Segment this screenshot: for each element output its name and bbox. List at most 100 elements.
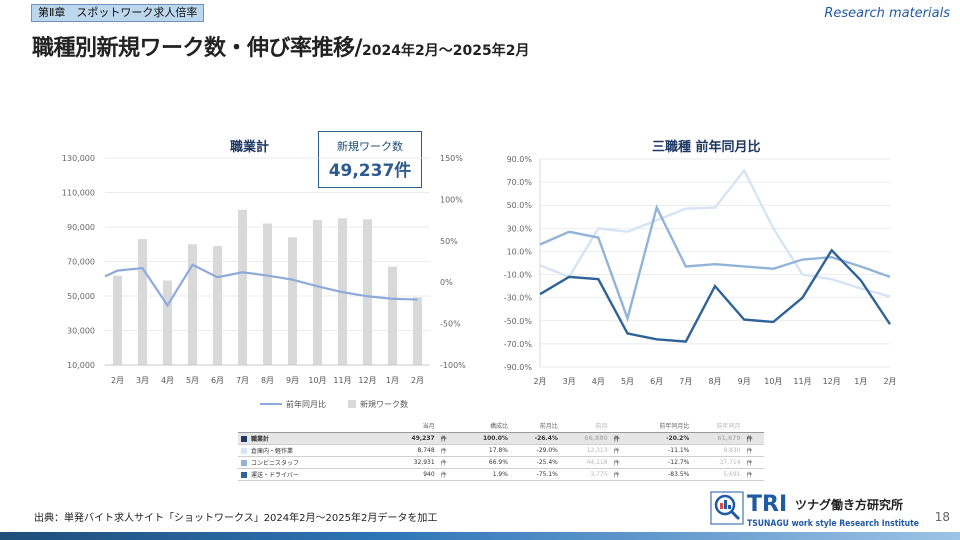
yoy-line: [104, 263, 418, 308]
x-tick-label: 9月: [738, 377, 751, 386]
y-tick-label: -90.0%: [504, 363, 533, 372]
cell-unit: 件: [743, 432, 764, 444]
cell-current: 8,748: [417, 446, 435, 454]
table-header: 前月比: [510, 420, 561, 433]
y-tick-label-left: 30,000: [67, 327, 95, 336]
name: 職業計: [238, 432, 388, 444]
x-tick-label: 2月: [883, 377, 896, 386]
cell-prev-month: 12,313: [586, 446, 608, 454]
x-tick-label: 3月: [563, 377, 576, 386]
logo-main: TRI: [747, 492, 787, 517]
row-label: コンビニスタッフ: [251, 459, 300, 467]
cell-last-year: 9,830: [723, 446, 741, 454]
kpi-label: 新規ワーク数: [337, 140, 403, 153]
cell-unit: 件: [440, 459, 447, 467]
cell-prev-month: 66,880: [560, 432, 611, 444]
cell-unit: 件: [440, 447, 447, 455]
cell-mom: -25.4%: [536, 458, 558, 466]
row-color-swatch: [241, 471, 247, 478]
logo-jp: ツナグ働き方研究所: [795, 497, 903, 512]
name: 倉庫内・軽作業: [238, 444, 388, 456]
cell-current: 49,237: [388, 432, 438, 444]
y-tick-label-left: 10,000: [67, 361, 95, 370]
table-header: 前年同月比: [631, 420, 693, 433]
series-line-1: [539, 168, 891, 298]
x-tick-label: 11月: [333, 376, 351, 385]
title-period: 2024年2月～2025年2月: [362, 43, 530, 59]
x-tick-label: 1月: [386, 376, 399, 385]
bar: [413, 297, 422, 365]
y-tick-label-right: -100%: [440, 361, 466, 370]
cell-unit: 件: [746, 447, 753, 455]
logo-en: TSUNAGU work style Research Institute: [747, 519, 919, 529]
bar: [363, 219, 372, 365]
x-tick-label: 2月: [533, 377, 546, 386]
chart-three-jobs: 90.0% 70.0% 50.0% 30.0% 10.0% -10.0% -30.0% -50…: [504, 155, 897, 386]
cell-prev-month: 44,118: [586, 458, 608, 466]
table-header: 当月: [388, 420, 438, 433]
source-note: 出典：単発バイト求人サイト「ショットワークス」2024年2月～2025年2月デー…: [34, 513, 438, 524]
page-title: 職種別新規ワーク数・伸び率推移/2024年2月～2025年2月: [32, 30, 529, 62]
series-line-3: [539, 248, 891, 343]
series-line-2: [539, 204, 891, 323]
table-header: [610, 420, 632, 433]
cell-unit: 件: [746, 459, 753, 467]
cell-yoy: -11.1%: [668, 446, 690, 454]
y-tick-label-right: 100%: [440, 195, 463, 204]
row-color-swatch: [241, 459, 247, 466]
x-tick-label: 8月: [708, 377, 721, 386]
y-tick-label: -70.0%: [504, 340, 533, 349]
cell-mom: -75.1%: [536, 470, 558, 478]
chart1-title: 職業計: [230, 140, 270, 155]
cell-current: 32,931: [413, 458, 435, 466]
row-label: 職業計: [251, 435, 270, 443]
y-tick-label: 50.0%: [507, 201, 533, 210]
table-header: 前月: [560, 420, 611, 433]
y-tick-label-left: 50,000: [67, 292, 95, 301]
x-tick-label: 6月: [650, 377, 663, 386]
bar: [263, 223, 272, 365]
cell-yoy: -12.7%: [668, 458, 690, 466]
legend-item: 新規ワーク数: [360, 399, 408, 409]
x-tick-label: 7月: [236, 376, 249, 385]
cell-unit: 件: [746, 471, 753, 479]
magnifier-icon: [710, 491, 744, 525]
cell-share: 1.9%: [492, 470, 508, 478]
y-tick-label-right: -50%: [440, 320, 461, 329]
cell-mom: -29.0%: [536, 446, 558, 454]
bar: [138, 239, 147, 365]
y-tick-label-right: 150%: [440, 154, 463, 163]
y-tick-label-right: 50%: [440, 237, 458, 246]
cell-last-year: 37,714: [719, 458, 741, 466]
cell-share: 100.0%: [458, 432, 511, 444]
name: コンビニスタッフ: [238, 456, 388, 468]
bar: [163, 280, 172, 365]
x-tick-label: 10月: [308, 376, 326, 385]
legend-item: 前年同月比: [286, 399, 326, 409]
y-tick-label: -10.0%: [504, 271, 533, 280]
summary-table: 当月 構成比 前月比 前月 前年同月比 前年同月 職業計 49,237 件 100.0…: [238, 420, 764, 481]
table-row: 職業計 49,237 件 100.0% -26.4% 66,880 件 -20.2% 61,67…: [238, 432, 764, 444]
table-row: 運送・ドライバー 940 件 1.9% -75.1% 3,775 件 -83.5% 5,691 件: [238, 468, 764, 480]
cell-current: 940: [423, 470, 435, 478]
table-header: 前年同月: [692, 420, 744, 433]
new-work-kpi-box: 新規ワーク数 49,237件: [318, 131, 422, 188]
x-tick-label: 9月: [286, 376, 299, 385]
chart-total: 130,000 110,000 90,000 70,000 50,000 30,000 10…: [62, 154, 466, 409]
bottom-bar: [0, 532, 960, 540]
y-tick-label: 30.0%: [507, 224, 533, 233]
table-header-spacer: [743, 420, 764, 433]
bar: [288, 237, 297, 365]
x-tick-label: 2月: [111, 376, 124, 385]
kpi-value: 49,237件: [328, 161, 412, 181]
x-tick-label: 6月: [211, 376, 224, 385]
x-tick-label: 11月: [793, 377, 811, 386]
y-tick-label-left: 70,000: [67, 258, 95, 267]
bar: [388, 266, 397, 365]
y-tick-label: -30.0%: [504, 294, 533, 303]
cell-unit: 件: [613, 471, 620, 479]
cell-last-year: 61,679: [692, 432, 744, 444]
cell-share: 66.9%: [488, 458, 508, 466]
x-tick-label: 12月: [358, 376, 376, 385]
y-tick-label-right: 0%: [440, 278, 453, 287]
